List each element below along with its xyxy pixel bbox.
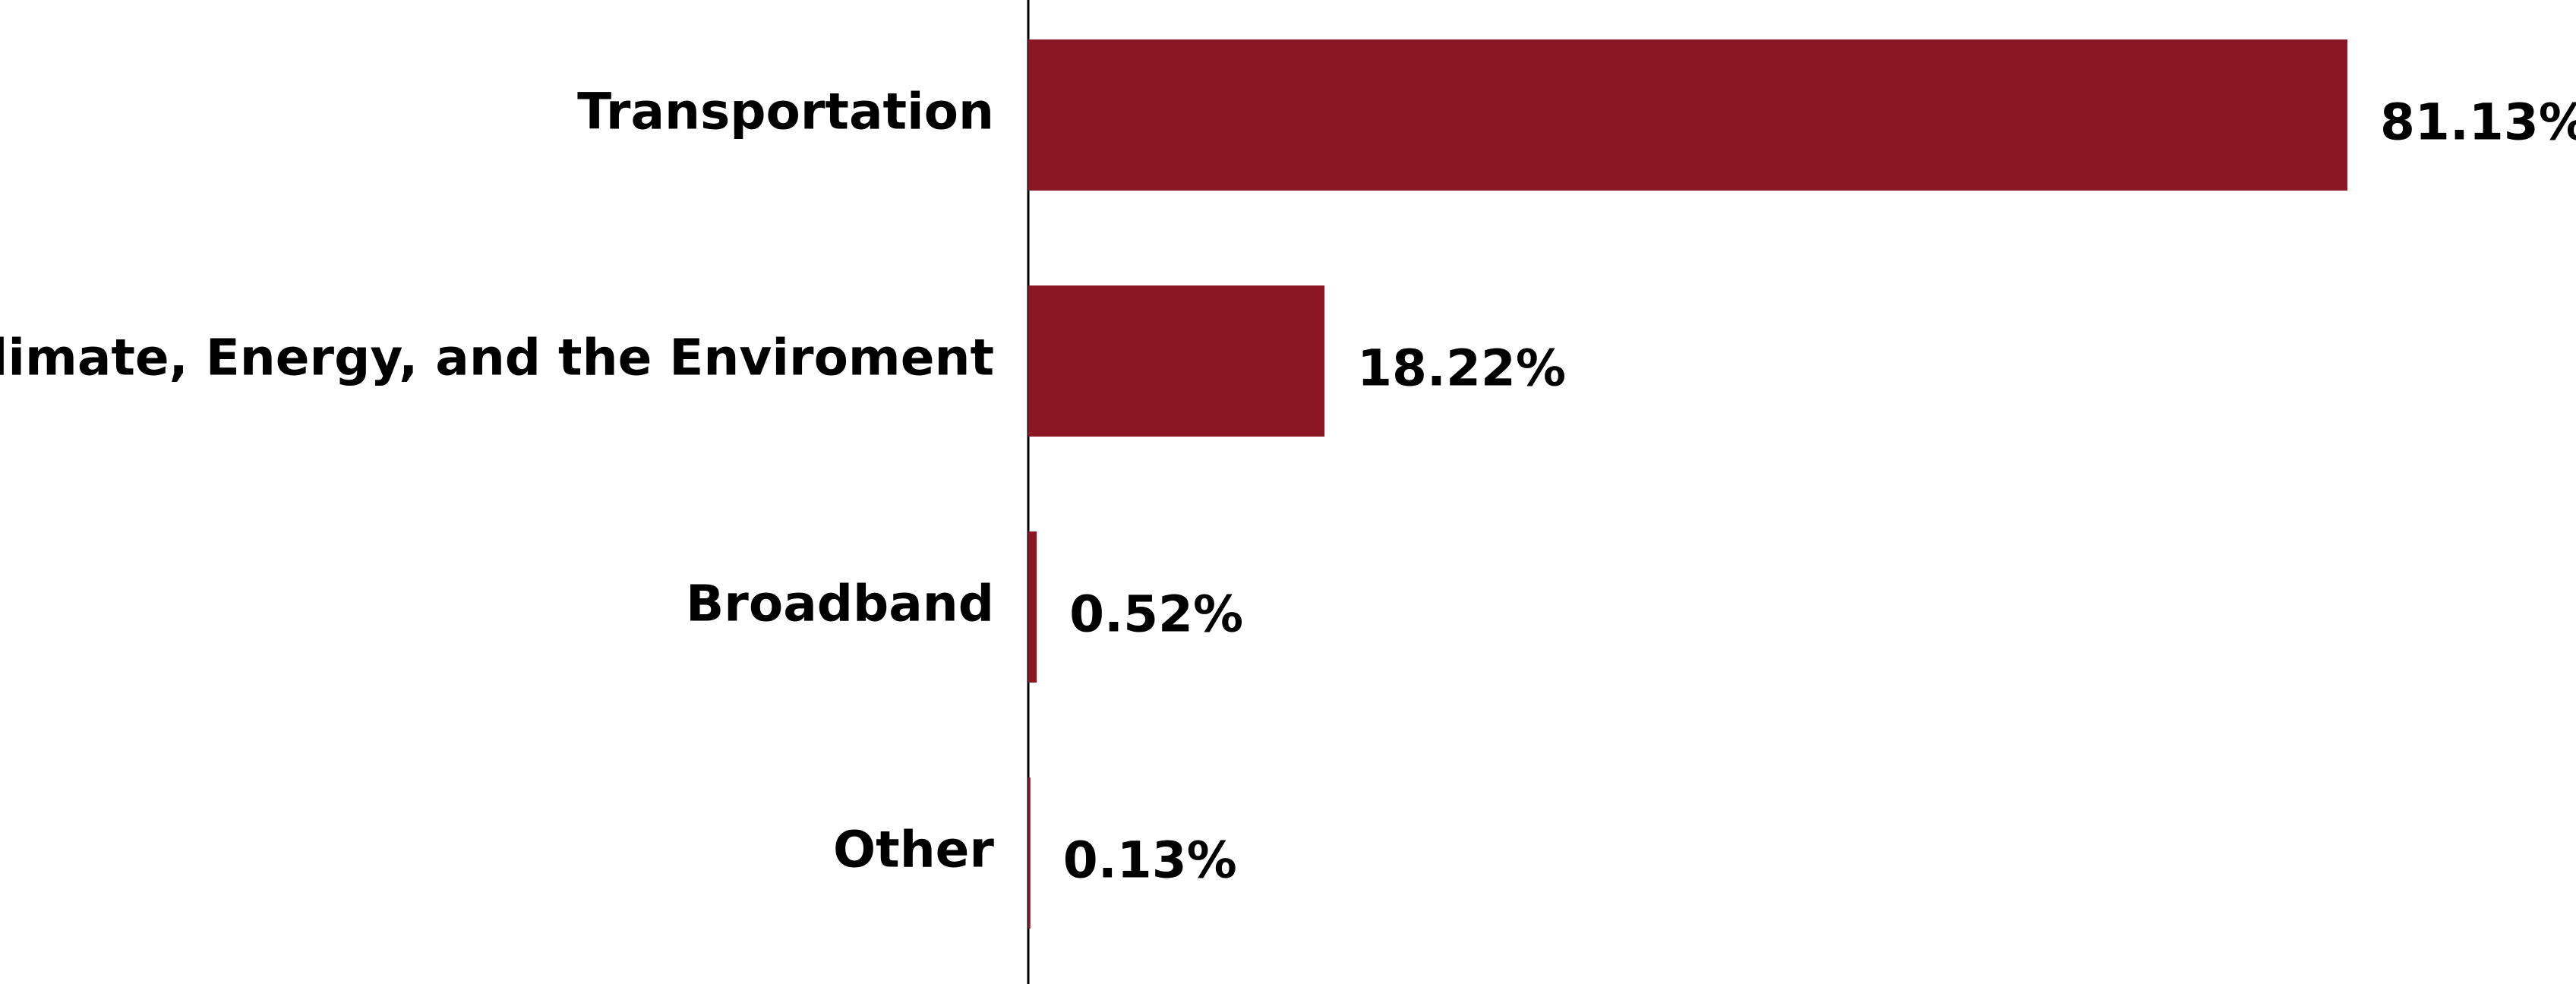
value-label: 0.52% bbox=[1069, 585, 1243, 644]
category-label: Transportation bbox=[577, 83, 994, 141]
category-label: Broadband bbox=[686, 575, 994, 633]
value-label: 18.22% bbox=[1357, 339, 1566, 398]
category-label: Climate, Energy, and the Enviroment bbox=[0, 329, 994, 387]
bar bbox=[1028, 285, 1325, 437]
bar bbox=[1028, 777, 1031, 929]
bar bbox=[1028, 531, 1037, 683]
bar bbox=[1028, 39, 2347, 191]
value-label: 81.13% bbox=[2380, 93, 2576, 152]
value-label: 0.13% bbox=[1063, 831, 1237, 890]
category-label: Other bbox=[833, 821, 994, 879]
